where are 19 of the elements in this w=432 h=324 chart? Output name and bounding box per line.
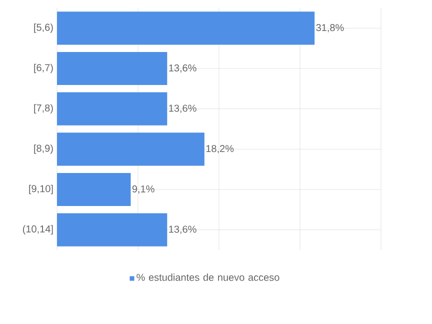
y-tick-label: [7,8) xyxy=(34,104,53,114)
bar xyxy=(57,172,131,206)
bar xyxy=(57,92,168,126)
bar xyxy=(57,213,168,246)
bar xyxy=(57,12,315,45)
data-label: 31,8% xyxy=(316,24,344,32)
y-tick-label: [8,9) xyxy=(34,144,53,154)
bar xyxy=(57,52,168,86)
bar xyxy=(57,132,204,166)
data-label: 13,6% xyxy=(169,104,196,113)
y-tick-label: [9,10] xyxy=(29,184,53,194)
y-tick-label: (10,14] xyxy=(22,225,53,234)
data-label: 13,6% xyxy=(169,226,196,234)
data-label: 13,6% xyxy=(169,64,196,73)
data-label: 18,2% xyxy=(206,145,234,154)
data-label: 9,1% xyxy=(132,185,154,194)
y-tick-label: [5,6) xyxy=(34,24,53,33)
y-tick-label: [6,7) xyxy=(34,64,53,74)
legend-label: % estudiantes de nuevo acceso xyxy=(136,274,280,281)
